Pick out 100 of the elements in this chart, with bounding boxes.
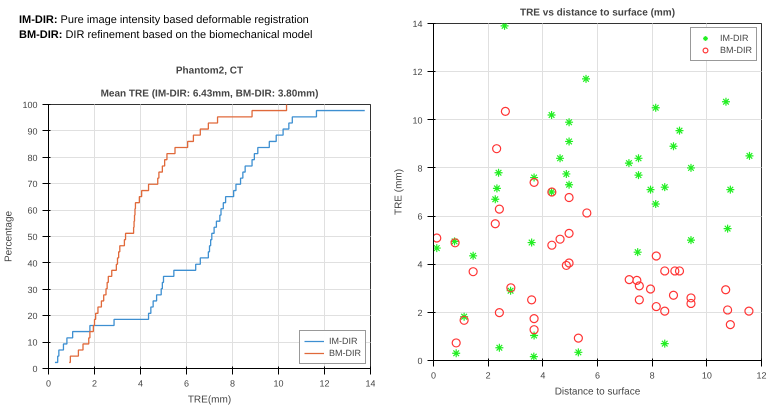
point (660, 306, 670, 316)
point (494, 308, 504, 318)
point (646, 184, 656, 194)
point (686, 298, 696, 308)
chart-title: Phantom2, CT (176, 66, 244, 76)
y-tick-label: 8 (417, 163, 423, 174)
point (686, 293, 696, 303)
y-tick-label: 0 (32, 364, 38, 374)
y-tick-label: 90 (27, 126, 38, 136)
x-tick-label: 0 (430, 370, 436, 380)
point (564, 118, 574, 127)
x-tick-label: 2 (486, 370, 491, 380)
point (494, 343, 504, 352)
point (492, 184, 502, 193)
y-tick-label: 10 (27, 338, 38, 348)
y-tick-label: 2 (417, 308, 423, 318)
y-tick-label: 20 (27, 311, 38, 322)
x-tick-label: 10 (702, 370, 712, 380)
y-tick-label: 10 (412, 115, 423, 126)
point (547, 240, 556, 250)
point (652, 251, 661, 261)
point (564, 180, 574, 190)
point (494, 204, 504, 214)
point (468, 251, 478, 260)
x-tick-label: 10 (273, 378, 284, 388)
point (562, 169, 571, 179)
point (562, 260, 571, 270)
x-tick-label: 0 (46, 378, 52, 388)
y-tick-label: 70 (27, 179, 38, 190)
point (744, 151, 754, 160)
point (582, 208, 592, 218)
point (632, 276, 642, 285)
point (660, 266, 670, 276)
point (460, 312, 469, 322)
x-tick-label: 8 (230, 378, 236, 388)
y-axis-title: TRE (mm) (393, 168, 404, 216)
point (494, 168, 504, 178)
y-tick-label: 0 (417, 356, 423, 366)
point (652, 302, 661, 312)
x-tick-label: 12 (319, 378, 330, 388)
point (529, 352, 538, 360)
point (490, 194, 500, 204)
point (555, 154, 565, 163)
point (726, 184, 735, 194)
point (646, 284, 656, 294)
point (527, 238, 536, 248)
legend-label: IM-DIR (329, 335, 358, 347)
point (452, 348, 461, 358)
x-axis-title: TRE(mm) (188, 394, 232, 405)
point (506, 286, 516, 296)
y-tick-label: 40 (27, 258, 38, 268)
x-tick-label: 8 (650, 370, 655, 380)
y-tick-label: 100 (22, 100, 38, 110)
point (490, 219, 500, 228)
point (668, 142, 678, 151)
point (434, 233, 442, 243)
point (564, 136, 574, 146)
point (574, 334, 583, 343)
point (721, 285, 730, 294)
point (721, 97, 731, 106)
y-tick-label: 30 (27, 284, 38, 295)
point (546, 110, 556, 120)
text: IM-DIR: Pure image intensity based deformable registration (19, 14, 309, 26)
point (686, 163, 696, 173)
point (564, 228, 574, 238)
point (723, 224, 732, 234)
x-tick-label: 4 (138, 378, 144, 388)
x-tick-label: 12 (756, 370, 767, 380)
point (527, 295, 536, 304)
point (651, 199, 660, 209)
point (452, 338, 461, 348)
chart-title: TRE vs distance to surface (mm) (520, 8, 676, 18)
y-tick-label: 50 (27, 232, 38, 242)
point (686, 236, 696, 245)
x-tick-label: 2 (92, 378, 98, 388)
chart-subtitle: Mean TRE (IM-DIR: 6.43mm, BM-DIR: 3.80mm) (100, 88, 318, 100)
y-tick-label: 6 (417, 212, 423, 222)
point (555, 234, 565, 244)
point (726, 320, 735, 330)
point (660, 339, 670, 348)
point (674, 126, 684, 136)
point (651, 103, 660, 112)
y-tick-label: 4 (417, 260, 423, 270)
point (674, 266, 684, 276)
point (744, 306, 754, 316)
x-tick-label: 6 (184, 378, 190, 388)
point (634, 295, 644, 304)
point (564, 258, 574, 268)
legend-label: BM-DIR (329, 347, 361, 359)
point (624, 275, 634, 284)
y-tick-label: 80 (27, 152, 38, 163)
point (634, 154, 644, 163)
text: BM-DIR: DIR refinement based on the biomechanical model (19, 29, 312, 41)
point (564, 192, 574, 202)
y-tick-label: 12 (412, 67, 423, 78)
point (634, 170, 644, 180)
y-tick-label: 60 (27, 206, 38, 216)
point (670, 266, 680, 276)
point (723, 305, 732, 315)
point (529, 314, 539, 324)
